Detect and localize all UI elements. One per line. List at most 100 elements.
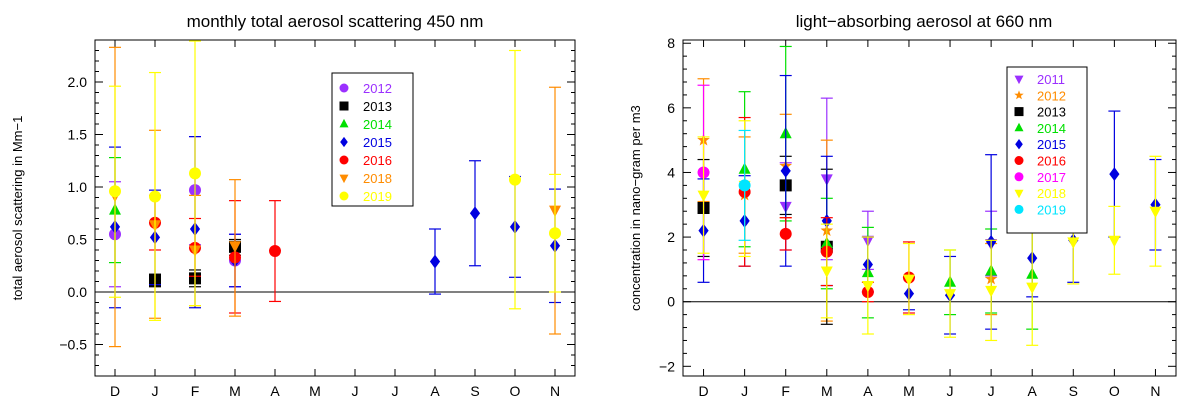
x-tick-label: J <box>392 383 399 399</box>
series-2019 <box>738 129 751 241</box>
x-tick-label: M <box>309 383 321 399</box>
chart-1: monthly total aerosol scattering 450 nm t… <box>10 12 576 399</box>
series-2019 <box>109 40 561 321</box>
y-tick-label: −2 <box>659 358 675 374</box>
data-point <box>738 179 751 192</box>
data-point <box>697 190 710 202</box>
x-tick-label: S <box>470 383 479 399</box>
x-tick-label: M <box>229 383 241 399</box>
legend: 2012 2013 2014 2015 2016 2018 2019 <box>331 72 414 207</box>
y-tick-label: 6 <box>667 100 675 116</box>
x-tick-label: F <box>781 383 790 399</box>
legend-label: 2019 <box>363 189 392 204</box>
data-point <box>1149 206 1162 219</box>
series-2016 <box>149 194 281 314</box>
data-point <box>469 206 481 221</box>
y-tick-label: 2.0 <box>68 74 88 90</box>
data-point <box>944 289 957 301</box>
legend-marker <box>1014 107 1024 117</box>
legend-marker <box>339 155 349 165</box>
legend-marker <box>1014 122 1024 132</box>
legend-marker <box>1014 156 1024 165</box>
legend-marker <box>1014 75 1024 85</box>
data-point <box>149 190 161 203</box>
legend-marker <box>1014 189 1024 199</box>
x-tick-label: A <box>863 383 873 399</box>
legend-label: 2019 <box>1037 202 1066 217</box>
x-tick-label: A <box>270 383 280 399</box>
chart-title: monthly total aerosol scattering 450 nm <box>187 12 484 31</box>
y-tick-label: 8 <box>667 35 675 51</box>
x-tick-label: J <box>741 383 748 399</box>
series-2018 <box>697 120 1162 346</box>
legend-label: 2015 <box>1037 137 1066 152</box>
data-point <box>269 245 281 258</box>
data-point <box>861 281 874 293</box>
legend-label: 2014 <box>1037 121 1066 136</box>
chart-2: light−absorbing aerosol at 660 nm concent… <box>628 12 1177 399</box>
y-tick-label: 2 <box>667 229 675 245</box>
legend-label: 2013 <box>363 99 392 114</box>
y-tick-label: 0.5 <box>68 232 88 248</box>
data-point <box>1109 167 1120 181</box>
data-point <box>229 241 241 253</box>
series-2012 <box>109 136 241 288</box>
x-tick-label: J <box>947 383 954 399</box>
x-tick-label: N <box>550 383 560 399</box>
legend-label: 2012 <box>1037 88 1066 103</box>
legend-label: 2016 <box>363 153 392 168</box>
plot-frame <box>682 39 1177 377</box>
y-tick-label: 0 <box>667 294 675 310</box>
y-axis-label: concentration in nano−gram per m3 <box>628 105 643 311</box>
chart-title: light−absorbing aerosol at 660 nm <box>796 12 1053 31</box>
x-tick-label: S <box>1069 383 1078 399</box>
y-tick-label: −0.5 <box>59 337 87 353</box>
legend-marker <box>339 191 349 201</box>
x-tick-label: D <box>698 383 708 399</box>
x-tick-label: D <box>110 383 120 399</box>
data-point <box>820 266 833 278</box>
x-tick-label: J <box>352 383 359 399</box>
series-2015 <box>697 74 1162 335</box>
y-axis-label: total aerosol scattering in Mm−1 <box>10 116 25 301</box>
legend-label: 2017 <box>1037 170 1066 185</box>
legend-marker <box>339 101 349 111</box>
x-tick-label: M <box>903 383 915 399</box>
series-2013 <box>697 155 833 325</box>
data-point <box>779 227 792 240</box>
legend-marker <box>1015 139 1023 150</box>
y-tick-label: 0.0 <box>68 284 88 300</box>
legend-label: 2012 <box>363 81 392 96</box>
legend-marker <box>339 174 349 184</box>
legend-marker <box>339 118 349 128</box>
x-tick-label: O <box>1109 383 1120 399</box>
legend-label: 2014 <box>363 117 392 132</box>
data-point <box>780 163 791 178</box>
data-point <box>985 285 998 298</box>
y-tick-label: 1.0 <box>68 179 88 195</box>
legend-label: 2016 <box>1037 154 1066 169</box>
x-tick-label: N <box>1150 383 1160 399</box>
x-tick-label: A <box>1028 383 1038 399</box>
legend-marker <box>1014 204 1024 214</box>
x-tick-label: J <box>152 383 159 399</box>
data-point <box>1026 282 1039 295</box>
x-tick-label: M <box>821 383 833 399</box>
legend-label: 2013 <box>1037 105 1066 120</box>
y-tick-label: 4 <box>667 164 675 180</box>
data-point <box>189 167 201 180</box>
legend-label: 2011 <box>1037 72 1065 87</box>
legend-label: 2015 <box>363 135 392 150</box>
y-tick-label: 1.5 <box>68 127 88 143</box>
legend-marker <box>339 83 349 93</box>
x-tick-label: A <box>430 383 440 399</box>
x-tick-label: J <box>988 383 995 399</box>
x-tick-label: O <box>510 383 521 399</box>
series-2011 <box>779 97 998 277</box>
data-point <box>1108 235 1121 248</box>
data-point <box>1067 237 1080 249</box>
data-point <box>429 254 441 269</box>
legend-marker <box>1014 172 1024 182</box>
